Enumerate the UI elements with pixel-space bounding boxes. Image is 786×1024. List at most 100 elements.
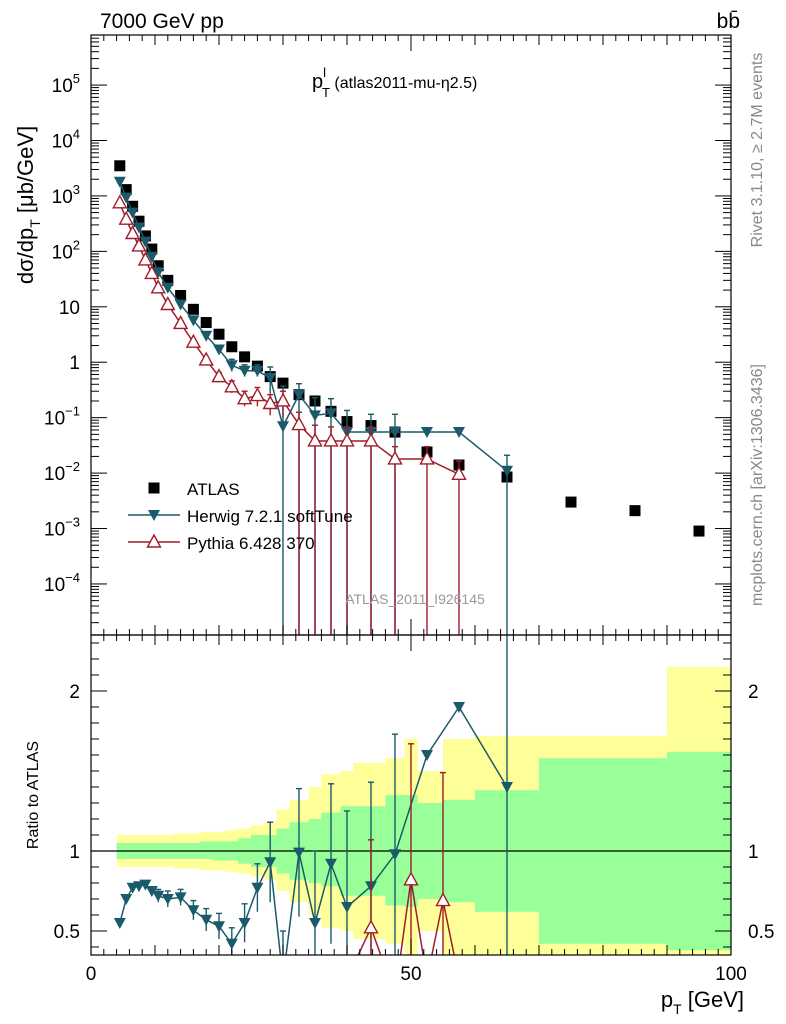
legend-label: ATLAS	[187, 480, 240, 499]
data-point	[150, 279, 166, 294]
y-tick-label-exp: −4	[65, 570, 80, 585]
y-tick-label-exp: −1	[65, 404, 80, 419]
y-tick-label-base: 10	[44, 575, 65, 596]
ratio-y-tick-label-left: 2	[69, 682, 80, 703]
y-tick-label-base: 10	[52, 242, 73, 263]
data-point	[185, 333, 202, 348]
data-point	[120, 184, 132, 196]
y-tick-label-base: 10	[44, 409, 65, 430]
data-point	[139, 230, 151, 242]
y-tick-label-base: 10	[52, 131, 73, 152]
ratio-data-point	[187, 905, 200, 917]
data-point	[113, 176, 126, 188]
legend: ATLAS Herwig 7.2.1 softTune Pythia 6.428 3…	[128, 480, 353, 553]
data-point	[501, 465, 513, 477]
ratio-data-point	[341, 902, 353, 913]
data-point	[238, 365, 251, 377]
data-point	[275, 392, 291, 407]
y-tick-label: 10−1	[44, 404, 80, 430]
data-point	[211, 368, 227, 383]
y-tick-label-base: 1	[69, 353, 80, 374]
y-tick-label-base: 10	[44, 464, 65, 485]
header-right: bb̄	[717, 10, 740, 33]
y-tick-label-base: 10	[44, 520, 65, 541]
y-tick-label: 1	[69, 353, 80, 374]
y-tick-label: 102	[52, 237, 80, 263]
data-point	[325, 408, 337, 420]
ratio-data-point	[225, 938, 238, 950]
data-point	[120, 192, 133, 204]
y-tick-label-exp: 4	[73, 126, 80, 141]
ratio-data-point	[389, 849, 401, 861]
ratio-data-point	[435, 892, 451, 907]
data-point	[262, 395, 278, 410]
data-point	[387, 450, 403, 465]
data-point	[124, 225, 141, 240]
data-point	[198, 351, 214, 366]
x-tick-label: 100	[715, 964, 747, 985]
ratio-data-point	[453, 702, 465, 713]
ratio-data-point	[403, 871, 419, 886]
ratio-data-point	[161, 894, 174, 905]
legend-marker	[146, 533, 162, 548]
data-point	[161, 282, 174, 294]
y-tick-label-exp: 5	[73, 71, 80, 86]
y-tick-label-base: 10	[52, 76, 73, 97]
data-point	[146, 243, 158, 255]
y-tick-label: 10−2	[44, 459, 80, 485]
y-tick-label-exp: −2	[65, 459, 80, 474]
data-point	[144, 264, 160, 280]
data-point	[323, 432, 339, 447]
data-point	[112, 194, 128, 209]
ratio-data-point	[325, 858, 337, 870]
data-point	[693, 525, 705, 537]
ylabel-sub: T	[27, 219, 43, 228]
data-point	[453, 427, 465, 439]
data-point	[145, 251, 158, 263]
y-tick-label-exp: −3	[65, 515, 80, 530]
ratio-y-tick-label-left: 0.5	[54, 922, 80, 943]
data-point	[419, 450, 435, 465]
data-point	[277, 421, 289, 433]
header-left: 7000 GeV pp	[100, 10, 224, 33]
data-point	[160, 296, 176, 311]
x-tick-label: 0	[86, 964, 97, 985]
title-sup: l	[323, 65, 326, 80]
ratio-data-point	[174, 892, 187, 904]
data-point	[152, 267, 165, 279]
data-point	[264, 372, 277, 384]
ratio-data-point	[501, 782, 513, 793]
xlabel-a: p	[661, 987, 673, 1012]
data-point	[224, 378, 240, 393]
ratio-data-point	[120, 894, 133, 905]
data-point	[251, 365, 264, 377]
data-point	[114, 160, 126, 172]
data-point	[339, 432, 355, 447]
data-point	[239, 351, 251, 363]
ratio-data-point	[200, 914, 213, 926]
data-point	[126, 207, 139, 219]
data-point	[249, 387, 266, 402]
data-point	[174, 299, 187, 311]
data-point	[213, 328, 225, 340]
legend-marker	[148, 482, 160, 494]
y-tick-label: 10−4	[44, 570, 80, 596]
mcplots-label: mcplots.cern.ch [arXiv:1306.3436]	[749, 364, 766, 606]
ratio-data-point	[264, 857, 277, 869]
ratio-y-tick-label-right: 2	[748, 682, 759, 703]
data-point	[277, 377, 289, 389]
ratio-data-point	[238, 918, 251, 929]
title-rest: (atlas2011-mu-η2.5)	[330, 75, 477, 92]
series-pythia	[112, 194, 467, 635]
rivet-label: Rivet 3.1.10, ≥ 2.7M events	[749, 53, 766, 248]
data-point	[389, 427, 401, 439]
data-point	[187, 315, 200, 327]
ratio-panel: 0.5 0.5 1 1 2 2 0 50 100	[54, 634, 774, 985]
ratio-y-tick-label-left: 1	[69, 842, 80, 863]
ylabel-b: [μb/GeV]	[13, 126, 38, 219]
data-point	[187, 303, 199, 315]
data-point	[152, 260, 164, 272]
ratio-data-point	[139, 879, 152, 891]
